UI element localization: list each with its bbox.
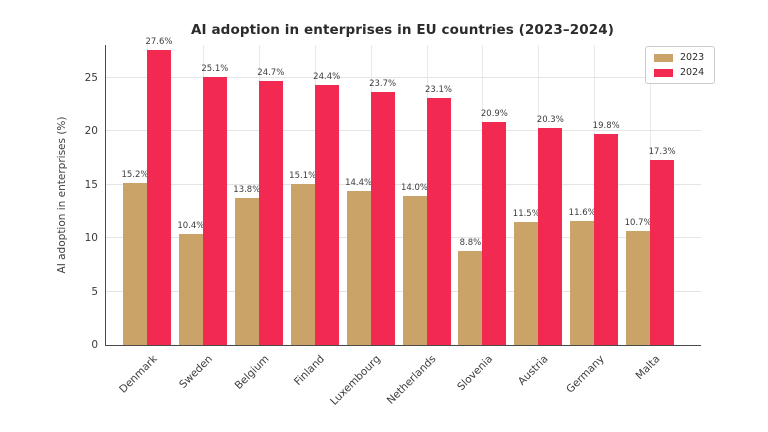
value-label-luxembourg-2023: 14.4% bbox=[345, 178, 373, 189]
bar-malta-2024 bbox=[650, 160, 675, 345]
value-label-malta-2023: 10.7% bbox=[624, 217, 652, 228]
value-label-denmark-2024: 27.6% bbox=[145, 37, 173, 48]
value-label-denmark-2023: 15.2% bbox=[121, 169, 149, 180]
bar-netherlands-2023 bbox=[402, 195, 427, 345]
bar-slovenia-2024 bbox=[482, 121, 507, 345]
y-tick-label: 20 bbox=[84, 125, 98, 138]
legend-label-2024: 2024 bbox=[680, 67, 705, 78]
x-tick-label-malta: Malta bbox=[633, 353, 663, 382]
bar-austria-2024 bbox=[538, 128, 563, 345]
x-tick-label-belgium: Belgium bbox=[232, 353, 272, 392]
h-gridline bbox=[106, 77, 701, 79]
legend-item-2023: 2023 bbox=[654, 52, 704, 63]
legend-swatch-2023 bbox=[654, 53, 673, 62]
x-tick-label-slovenia: Slovenia bbox=[454, 353, 495, 394]
value-label-austria-2023: 11.5% bbox=[512, 209, 540, 220]
x-tick-label-denmark: Denmark bbox=[116, 353, 160, 396]
h-gridline bbox=[106, 183, 701, 185]
value-label-belgium-2024: 24.7% bbox=[257, 68, 285, 79]
bar-luxembourg-2024 bbox=[370, 91, 395, 345]
value-label-sweden-2023: 10.4% bbox=[177, 220, 205, 231]
bar-germany-2023 bbox=[570, 221, 595, 345]
plot-area: 15.2% 27.6% 10.4% 25.1% 13.8% 24.7% 15.1% 24.4%… bbox=[105, 37, 701, 346]
bar-netherlands-2024 bbox=[426, 98, 451, 345]
bar-denmark-2024 bbox=[147, 50, 171, 345]
bar-denmark-2023 bbox=[123, 182, 147, 345]
legend-label-2023: 2023 bbox=[680, 52, 705, 63]
y-tick-label: 25 bbox=[84, 72, 98, 85]
y-tick-label: 15 bbox=[84, 178, 98, 191]
x-tick-label-germany: Germany bbox=[564, 353, 607, 396]
value-label-austria-2024: 20.3% bbox=[536, 115, 564, 126]
value-label-slovenia-2023: 8.8% bbox=[459, 238, 482, 249]
x-tick-label-austria: Austria bbox=[516, 353, 551, 388]
bar-austria-2023 bbox=[514, 222, 539, 345]
bar-sweden-2024 bbox=[202, 77, 227, 345]
y-tick-label: 5 bbox=[91, 285, 98, 298]
bar-slovenia-2023 bbox=[458, 251, 483, 345]
x-tick-label-netherlands: Netherlands bbox=[385, 353, 439, 407]
value-label-slovenia-2024: 20.9% bbox=[480, 108, 508, 119]
legend-swatch-2024 bbox=[654, 68, 673, 77]
x-tick-label-sweden: Sweden bbox=[177, 353, 216, 391]
bar-germany-2024 bbox=[594, 133, 619, 345]
value-label-luxembourg-2024: 23.7% bbox=[369, 78, 397, 89]
value-label-malta-2024: 17.3% bbox=[648, 147, 676, 158]
x-tick-label-finland: Finland bbox=[292, 353, 328, 389]
legend: 2023 2024 bbox=[645, 46, 716, 84]
y-tick-label: 10 bbox=[84, 232, 98, 245]
value-label-netherlands-2023: 14.0% bbox=[400, 182, 429, 193]
h-gridline bbox=[106, 130, 701, 132]
y-axis-label: AI adoption in enterprises (%) bbox=[56, 116, 68, 274]
x-tick-label-luxembourg: Luxembourg bbox=[328, 353, 384, 408]
legend-item-2024: 2024 bbox=[654, 67, 704, 78]
value-label-finland-2024: 24.4% bbox=[313, 71, 341, 82]
bar-belgium-2023 bbox=[234, 197, 259, 345]
bar-sweden-2023 bbox=[178, 233, 203, 345]
y-tick-label: 0 bbox=[91, 339, 98, 351]
bar-finland-2024 bbox=[314, 84, 339, 345]
value-label-netherlands-2024: 23.1% bbox=[424, 85, 453, 96]
value-label-germany-2024: 19.8% bbox=[592, 120, 620, 131]
chart-title: AI adoption in enterprises in EU countri… bbox=[191, 22, 614, 38]
bar-finland-2023 bbox=[290, 183, 315, 345]
bar-luxembourg-2023 bbox=[346, 191, 371, 345]
value-label-germany-2023: 11.6% bbox=[568, 208, 596, 219]
bar-belgium-2024 bbox=[258, 81, 283, 345]
value-label-sweden-2024: 25.1% bbox=[201, 64, 229, 75]
bar-malta-2023 bbox=[626, 230, 651, 345]
value-label-finland-2023: 15.1% bbox=[289, 170, 317, 181]
value-label-belgium-2023: 13.8% bbox=[233, 184, 261, 195]
